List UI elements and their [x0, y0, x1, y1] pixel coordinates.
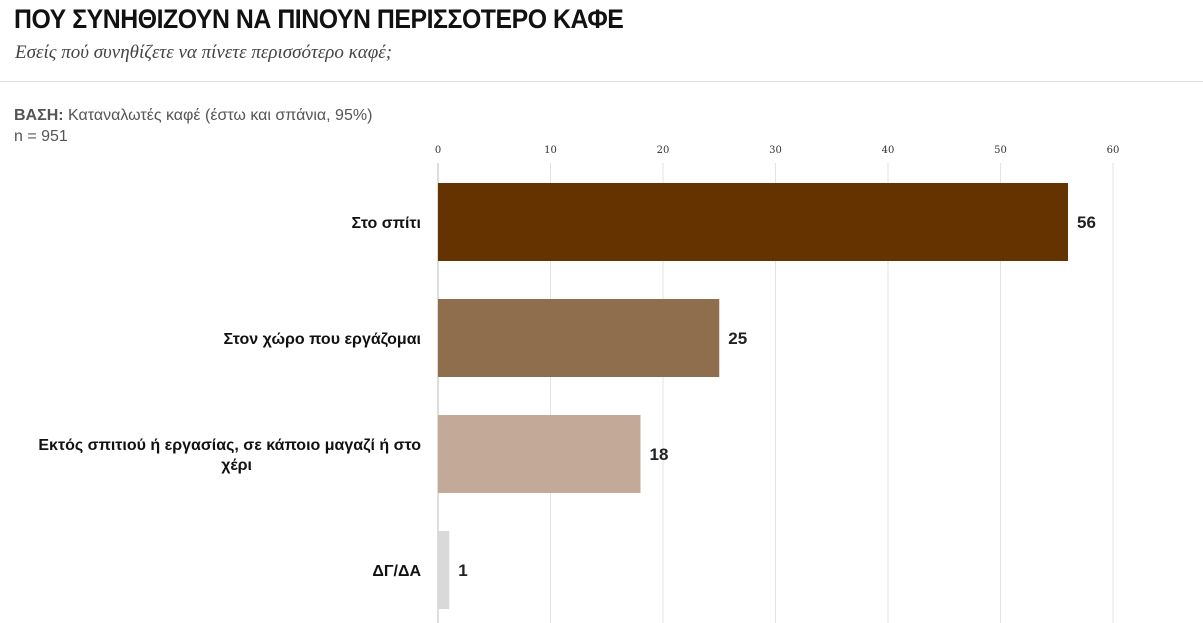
bar-value-label: 56 [1077, 213, 1096, 232]
category-label: ΔΓ/ΔΑ [372, 563, 421, 580]
category-label: Στο σπίτι [352, 215, 421, 232]
x-tick-label: 60 [1107, 145, 1120, 156]
x-tick-label: 40 [882, 145, 895, 156]
bar-value-label: 25 [728, 329, 747, 348]
x-tick-label: 30 [769, 145, 782, 156]
bar [438, 415, 641, 493]
base-text: Καταναλωτές καφέ (έστω και σπάνια, 95%) [63, 107, 373, 124]
x-axis-ticks: 0 10 20 30 40 50 60 [435, 145, 1120, 156]
bars [438, 183, 1068, 609]
header-divider [0, 81, 1203, 82]
bar [438, 299, 720, 377]
base-label: ΒΑΣΗ: [14, 107, 64, 124]
value-labels: 56 25 18 1 [458, 213, 1096, 580]
chart-title: ΠΟΥ ΣΥΝΗΘΙΖΟΥΝ ΝΑ ΠΙΝΟΥΝ ΠΕΡΙΣΣΟΤΕΡΟ ΚΑΦ… [14, 4, 624, 34]
category-label-line: χέρι [221, 457, 252, 474]
category-label-line: Εκτός σπιτιού ή εργασίας, σε κάποιο μαγα… [38, 437, 421, 454]
category-label: Στον χώρο που εργάζομαι [223, 331, 421, 348]
bar [438, 183, 1068, 261]
x-tick-label: 50 [994, 145, 1007, 156]
category-label: Εκτός σπιτιού ή εργασίας, σε κάποιο μαγα… [38, 437, 421, 474]
category-label-line: Στο σπίτι [352, 215, 421, 232]
category-labels: Στο σπίτι Στον χώρο που εργάζομαι Εκτός σπ… [38, 215, 421, 580]
base-note: ΒΑΣΗ: Καταναλωτές καφέ (έστω και σπάνια,… [14, 106, 372, 126]
category-label-line: ΔΓ/ΔΑ [372, 563, 421, 580]
chart-subtitle: Εσείς πού συνηθίζετε να πίνετε περισσότε… [15, 42, 393, 63]
sample-size: n = 951 [14, 128, 68, 145]
x-tick-label: 20 [657, 145, 670, 156]
bar [438, 531, 450, 609]
x-tick-label: 10 [544, 145, 557, 156]
category-label-line: Στον χώρο που εργάζομαι [223, 331, 421, 348]
bar-value-label: 1 [458, 561, 467, 580]
bar-value-label: 18 [650, 445, 669, 464]
x-tick-label: 0 [435, 145, 441, 156]
